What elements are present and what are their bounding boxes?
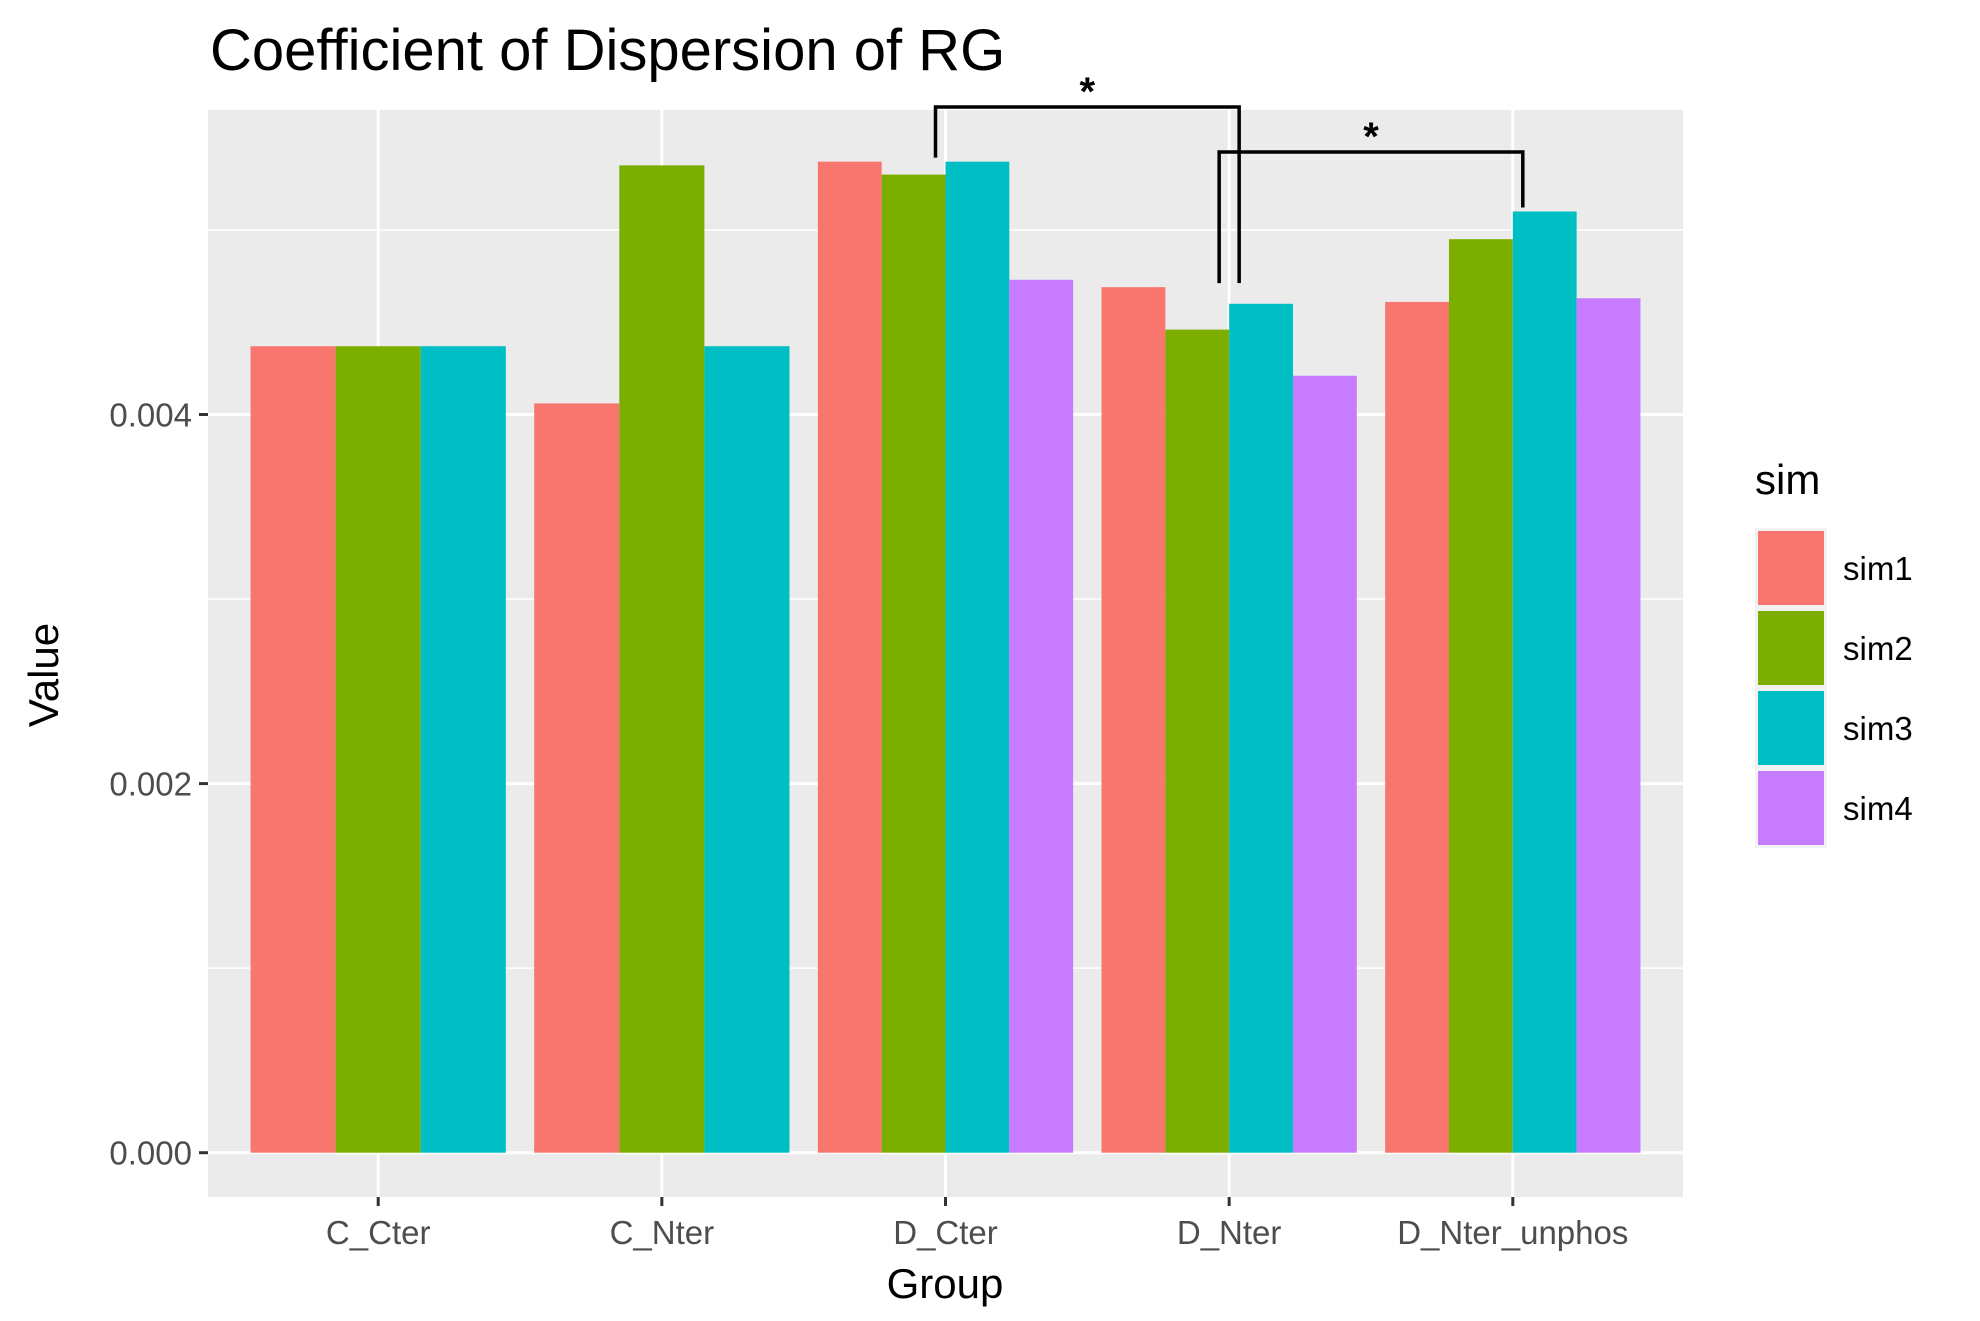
bar-sim2-D_Nter: [1165, 329, 1230, 1153]
bar-sim1-C_Cter: [250, 346, 336, 1153]
bar-sim4-D_Nter: [1292, 375, 1357, 1153]
legend-swatch-sim3: [1758, 691, 1824, 765]
legend-label-sim1: sim1: [1843, 550, 1913, 587]
legend: sim sim1 sim2 sim3 sim4: [1755, 456, 1913, 848]
x-tick-label: C_Nter: [610, 1214, 715, 1251]
bar-sim1-D_Cter: [817, 161, 882, 1153]
axes: 0.000 0.002 0.004 C_Cter C_Nter D_Cter D_Nter D…: [109, 397, 1628, 1251]
significance-annotations: **: [933, 70, 1525, 284]
bar-sim3-C_Nter: [704, 346, 790, 1153]
legend-swatch-sim4: [1758, 771, 1824, 845]
bar-sim3-C_Cter: [420, 346, 506, 1153]
y-tick-label: 0.004: [109, 397, 192, 434]
bar-sim2-C_Nter: [619, 165, 705, 1153]
bar-sim2-D_Cter: [881, 174, 946, 1153]
legend-swatch-sim1: [1758, 531, 1824, 605]
x-tick-label: D_Nter: [1177, 1214, 1282, 1251]
bar-sim3-D_Nter_unphos: [1512, 211, 1577, 1153]
y-tick-label: 0.000: [109, 1135, 192, 1172]
chart-title: Coefficient of Dispersion of RG: [210, 18, 1005, 83]
significance-bracket: [933, 105, 1241, 284]
significance-star: *: [1363, 115, 1379, 159]
y-tick-label: 0.002: [109, 766, 192, 803]
legend-swatch-sim2: [1758, 611, 1824, 685]
bar-sim2-D_Nter_unphos: [1448, 239, 1513, 1153]
bar-sim4-D_Cter: [1009, 279, 1074, 1153]
legend-label-sim3: sim3: [1843, 710, 1913, 747]
bar-sim1-D_Nter_unphos: [1385, 301, 1449, 1153]
significance-star: *: [1080, 70, 1096, 114]
x-tick-label: D_Cter: [893, 1214, 998, 1251]
bar-sim4-D_Nter_unphos: [1576, 298, 1641, 1153]
bars: [250, 161, 1641, 1153]
y-axis-title: Value: [20, 623, 67, 727]
x-axis-title: Group: [887, 1260, 1004, 1307]
legend-label-sim2: sim2: [1843, 630, 1913, 667]
significance-bracket: [1217, 150, 1525, 284]
x-tick-label: D_Nter_unphos: [1397, 1214, 1628, 1251]
legend-label-sim4: sim4: [1843, 790, 1913, 827]
bar-sim3-D_Cter: [945, 161, 1010, 1153]
bar-sim1-D_Nter: [1101, 287, 1166, 1153]
legend-title: sim: [1755, 456, 1820, 503]
x-tick-label: C_Cter: [326, 1214, 431, 1251]
bar-sim2-C_Cter: [335, 346, 421, 1153]
bar-sim1-C_Nter: [534, 403, 620, 1153]
bar-sim3-D_Nter: [1229, 303, 1293, 1153]
